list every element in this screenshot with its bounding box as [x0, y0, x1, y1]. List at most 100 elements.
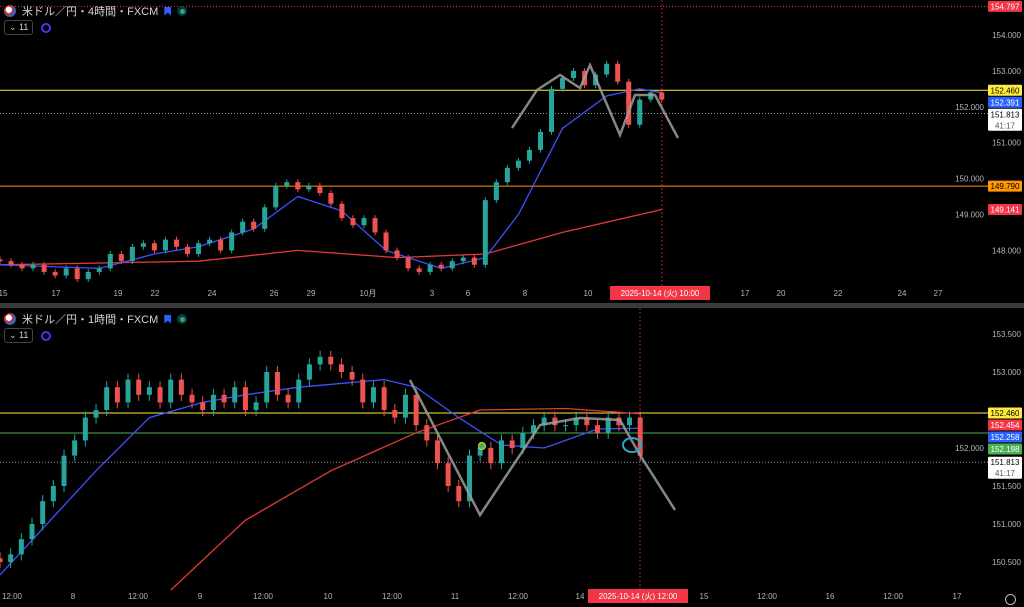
candle	[659, 89, 665, 103]
candle-body	[136, 379, 142, 395]
candle	[52, 269, 58, 279]
pane-separator[interactable]	[0, 303, 1024, 308]
highlight-ellipse	[622, 437, 642, 453]
candle	[595, 419, 601, 439]
time-axis-tick: 17	[52, 289, 61, 298]
indicators-collapse-button[interactable]: ⌄ 11	[4, 20, 34, 35]
chart-canvas[interactable]: 153.500 153.000 152.000 151.500 151.000 150.5…	[0, 308, 1024, 607]
candle-body	[383, 232, 389, 251]
time-axis-tick: 12:00	[128, 592, 149, 601]
candle	[285, 388, 291, 409]
time-axis-tick: 15	[0, 289, 8, 298]
time-axis-tick: 24	[898, 289, 907, 298]
candle-body	[438, 264, 444, 269]
candle-body	[232, 387, 238, 403]
candle	[405, 254, 411, 272]
candle	[460, 254, 466, 265]
candle-body	[162, 239, 168, 251]
time-axis-tick: 12:00	[883, 592, 904, 601]
candle	[0, 256, 3, 265]
candle	[549, 85, 554, 135]
candle-body	[82, 417, 88, 441]
crosshair-time-label: 2025-10-14 (火) 10:00	[621, 289, 700, 298]
price-badge-value: 154.797	[991, 2, 1020, 11]
candle	[29, 517, 35, 546]
candle-body	[520, 432, 526, 448]
candle	[196, 240, 202, 257]
candle-body	[349, 372, 355, 380]
candle-body	[361, 218, 367, 226]
usdjpy-flag-icon	[4, 313, 16, 325]
candle-body	[360, 379, 366, 403]
candle-body	[178, 379, 184, 395]
candle	[114, 381, 120, 409]
candle-body	[264, 372, 270, 403]
candle-body	[200, 402, 206, 410]
candle-body	[563, 425, 569, 427]
candle	[178, 373, 184, 401]
moving-average-slow	[0, 208, 662, 266]
time-axis-tick: 11	[451, 592, 460, 601]
loading-icon	[41, 330, 52, 341]
candle-body	[129, 246, 135, 262]
price-badge-value: 152.391	[991, 98, 1020, 107]
candle	[221, 388, 227, 409]
candle-body	[531, 425, 536, 433]
chart-pane-1h[interactable]: 153.500 153.000 152.000 151.500 151.000 150.5…	[0, 308, 1024, 607]
candle-body	[571, 70, 577, 79]
candle	[392, 403, 398, 424]
bookmark-icon[interactable]	[164, 6, 172, 16]
candle-body	[242, 387, 248, 410]
crosshair-time-badge	[610, 286, 710, 300]
candle	[438, 261, 444, 272]
candle-body	[615, 63, 621, 82]
candle-body	[482, 200, 488, 265]
candle	[210, 388, 216, 417]
candle	[402, 388, 408, 424]
price-badge-bg	[988, 431, 1022, 443]
time-axis-tick: 12:00	[757, 592, 778, 601]
price-axis-tick: 151.000	[992, 139, 1021, 148]
candle	[605, 411, 611, 439]
price-badge-value: 152.460	[991, 409, 1020, 418]
candle	[306, 182, 312, 193]
candle	[85, 269, 91, 282]
chart-pane-4h[interactable]: 154.000 153.000 152.000 151.000 150.000 149.0…	[0, 0, 1024, 303]
candle	[207, 236, 213, 247]
price-badge-bg	[988, 84, 1022, 96]
candle	[93, 403, 99, 424]
candle-body	[449, 261, 455, 269]
candle-body	[196, 243, 202, 254]
candle-body	[63, 268, 69, 276]
candle-body	[370, 387, 376, 403]
symbol-title[interactable]: 米ドル／円・4時間・FXCM	[22, 6, 159, 18]
candle-body	[50, 486, 56, 502]
symbol-legend[interactable]: 米ドル／円・4時間・FXCM	[4, 3, 188, 19]
candle-body	[350, 218, 356, 226]
loading-icon	[41, 22, 52, 33]
time-axis-tick: 12:00	[508, 592, 529, 601]
candle	[349, 365, 355, 386]
price-badge-value: 149.141	[991, 205, 1020, 214]
candle	[274, 365, 280, 401]
candle-body	[284, 182, 290, 186]
indicators-collapse-button[interactable]: ⌄ 11	[4, 328, 34, 343]
time-axis-tick: 12:00	[382, 592, 403, 601]
candle-body	[157, 387, 163, 403]
candle-body	[402, 394, 408, 418]
price-badge: 152.258	[988, 431, 1022, 443]
price-badge-bg	[988, 407, 1022, 419]
candle-body	[317, 185, 323, 193]
candle	[488, 441, 494, 470]
bookmark-icon[interactable]	[164, 314, 172, 324]
candle	[509, 434, 515, 455]
candle-body	[0, 558, 3, 562]
symbol-title[interactable]: 米ドル／円・1時間・FXCM	[22, 314, 159, 326]
candle-body	[210, 394, 216, 410]
price-badge: 152.454	[988, 419, 1022, 431]
timezone-settings-icon[interactable]	[1005, 594, 1016, 605]
symbol-legend[interactable]: 米ドル／円・1時間・FXCM	[4, 311, 188, 327]
chart-canvas[interactable]: 154.000 153.000 152.000 151.000 150.000 149.0…	[0, 0, 1024, 303]
candle	[125, 373, 131, 409]
candle-body	[372, 218, 378, 233]
